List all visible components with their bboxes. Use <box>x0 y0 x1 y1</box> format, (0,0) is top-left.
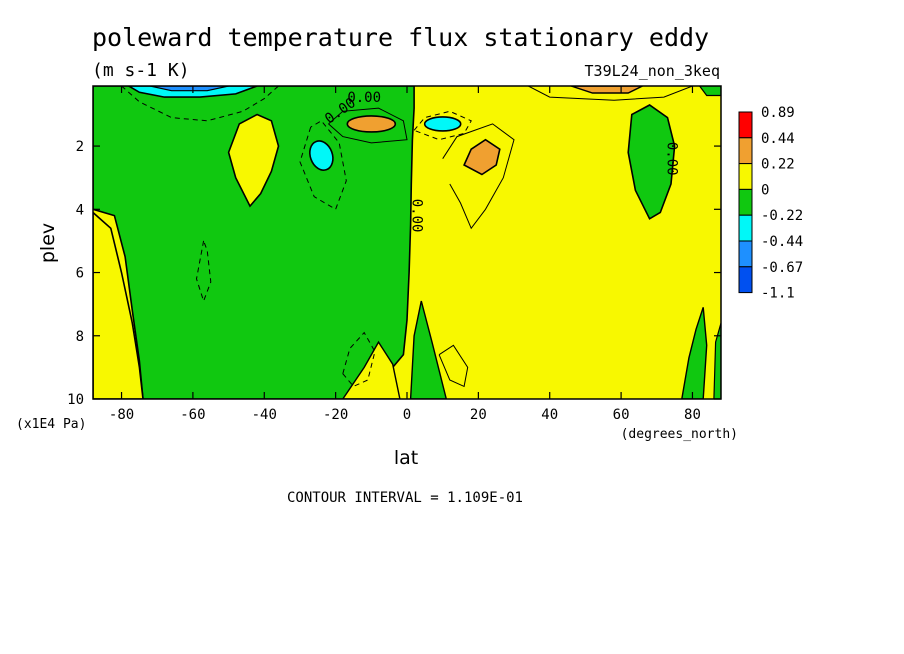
region-positive-southwest <box>93 211 144 399</box>
legend-label: -0.22 <box>761 208 803 224</box>
chart-subtitle: (m s-1 K) <box>92 60 190 81</box>
x-tick-label: -40 <box>252 407 277 423</box>
x-tick-label: -80 <box>109 407 134 423</box>
x-tick-label: 20 <box>470 407 487 423</box>
x-tick-label: 0 <box>403 407 411 423</box>
legend-swatch <box>738 163 753 190</box>
plot-area: 0.000.000.000.00 <box>92 85 722 400</box>
y-tick-label: 10 <box>67 392 84 408</box>
x-tick-label: -20 <box>323 407 348 423</box>
y-tick-label: 4 <box>76 202 84 218</box>
legend-label: -0.44 <box>761 234 803 250</box>
x-tick-label: 40 <box>541 407 558 423</box>
contour-fill-group: 0.000.000.000.00 <box>93 86 721 399</box>
y-units-label: (x1E4 Pa) <box>16 417 86 432</box>
legend-label: 0.89 <box>761 105 795 121</box>
legend-swatch <box>738 111 753 139</box>
region-negative-pole-edge <box>713 322 721 399</box>
contour-label: 0.00 <box>663 142 679 176</box>
region-negative-mid-a <box>309 140 334 171</box>
x-tick-label: 60 <box>613 407 630 423</box>
dashed-contour-d <box>413 110 472 141</box>
contour-label: 0.00 <box>408 199 424 233</box>
legend-label: 0 <box>761 182 769 198</box>
y-axis-label: plev <box>37 223 59 263</box>
legend-swatch <box>738 214 753 242</box>
legend-swatch <box>738 188 753 216</box>
x-axis-label: lat <box>394 447 418 469</box>
region-negative-arctic <box>627 104 676 220</box>
contour-label: 0.00 <box>347 90 381 106</box>
region-negative-pole-south <box>681 307 708 399</box>
y-tick-label: 8 <box>76 329 84 345</box>
region-negative-high-topleft <box>149 86 229 92</box>
x-units-label: (degrees_north) <box>621 427 738 442</box>
y-tick-label: 6 <box>76 266 84 282</box>
region-positive-mid-a <box>346 115 397 133</box>
region-positive-lobe <box>227 113 280 208</box>
x-tick-label: 80 <box>684 407 701 423</box>
region-negative-top-corner <box>698 86 721 97</box>
dashed-contour-b <box>195 240 212 303</box>
legend-swatch <box>738 240 753 268</box>
y-axis-ticks: 2 4 6 8 10 <box>67 139 721 408</box>
region-negative-bottom <box>409 300 448 399</box>
legend-label: 0.44 <box>761 131 795 147</box>
dashed-contour-a <box>299 120 347 211</box>
solid-contour-a <box>328 107 408 144</box>
solid-contour-c <box>438 344 469 388</box>
region-negative-mid-b <box>423 116 462 132</box>
legend-swatch <box>738 137 753 165</box>
legend-label: -0.67 <box>761 260 803 276</box>
chart-title: poleward temperature flux stationary edd… <box>92 23 709 52</box>
y-tick-label: 2 <box>76 139 84 155</box>
run-label: T39L24_non_3keq <box>585 62 720 80</box>
solid-contour-b <box>442 123 515 230</box>
legend-swatch <box>738 266 753 294</box>
region-positive-mid-b <box>463 138 501 176</box>
legend-label: 0.22 <box>761 157 795 173</box>
contour-interval: CONTOUR INTERVAL = 1.109E-01 <box>287 490 523 506</box>
x-tick-label: -60 <box>180 407 205 423</box>
solid-contour-top <box>528 86 693 101</box>
dashed-contour-top <box>121 86 279 122</box>
x-axis-ticks: -80 -60 -40 -20 0 20 40 60 80 <box>109 86 701 423</box>
color-legend: 0.89 0.44 0.22 0 -0.22 -0.44 -0.67 -1.1 <box>738 105 803 302</box>
region-positive-mid-top <box>570 86 643 94</box>
legend-label: -1.1 <box>761 286 795 302</box>
